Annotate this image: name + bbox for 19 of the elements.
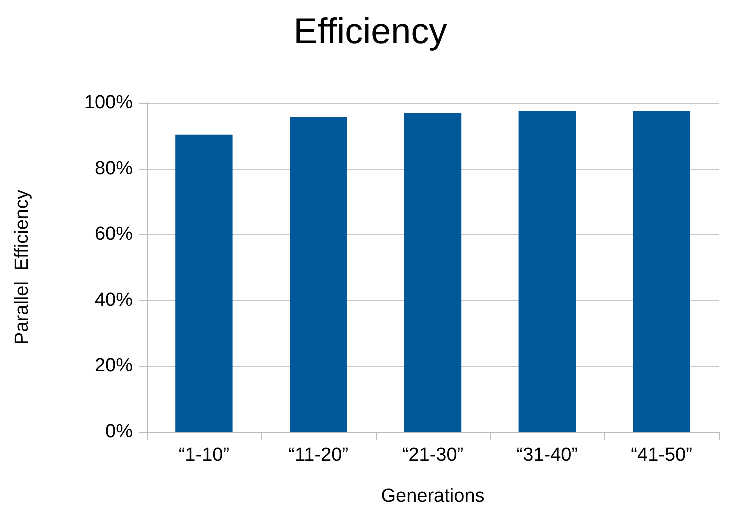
y-tick-label: 80% <box>94 158 134 180</box>
y-axis-title: Parallel Efficiency <box>12 190 33 345</box>
x-tick-label: “1-10” <box>178 445 230 466</box>
bar <box>176 134 233 432</box>
y-tick-label: 20% <box>94 356 134 377</box>
y-tick-label: 100% <box>84 92 134 114</box>
bar <box>518 111 576 432</box>
x-tick-label: “21-30” <box>402 445 464 466</box>
x-axis-title: Generations <box>381 486 485 507</box>
x-tick-label: “41-50” <box>631 445 692 466</box>
chart-title: Efficiency <box>294 10 448 52</box>
bar <box>633 112 690 432</box>
y-tick-label: 40% <box>94 290 134 311</box>
bar <box>404 113 462 432</box>
y-tick-label: 0% <box>106 422 134 442</box>
y-tick-label: 60% <box>94 224 134 246</box>
x-tick-label: “11-20” <box>288 445 349 466</box>
x-tick-label: “31-40” <box>516 445 578 466</box>
bar <box>290 117 348 432</box>
